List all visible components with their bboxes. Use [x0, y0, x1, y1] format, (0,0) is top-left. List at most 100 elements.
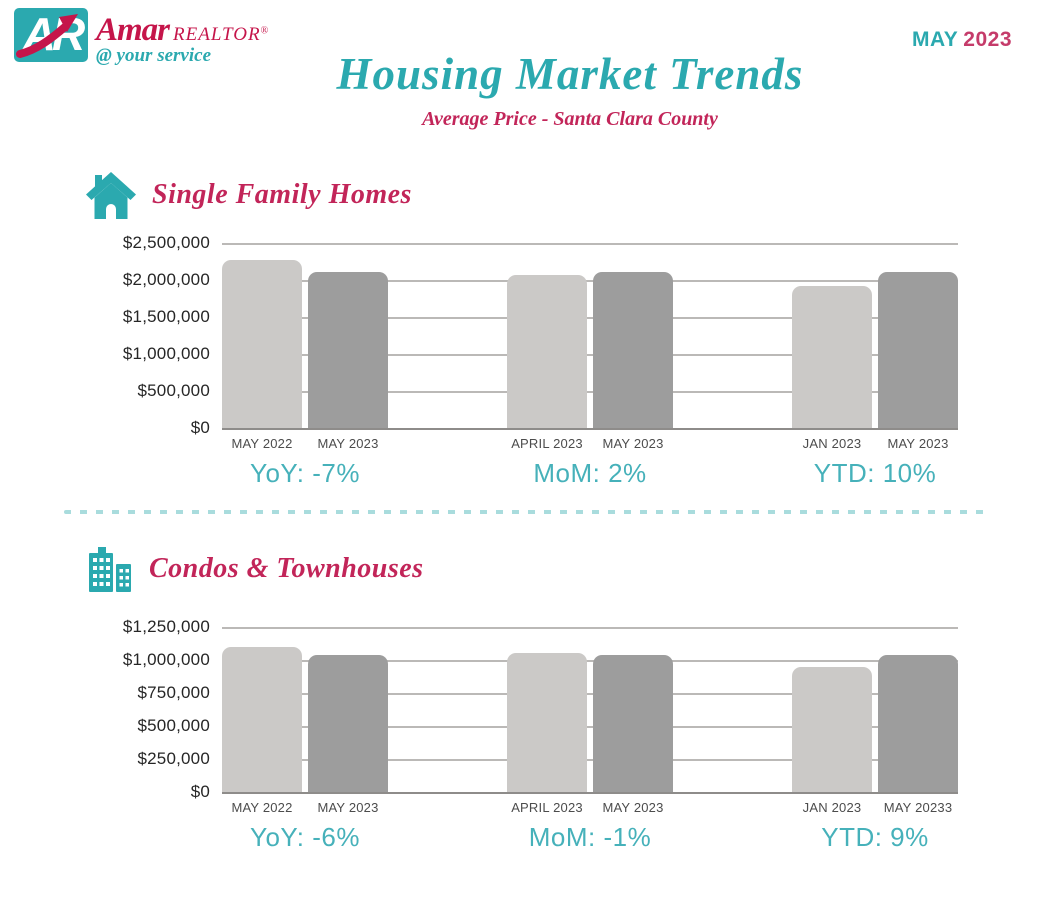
y-axis-tick-label: $1,500,000: [122, 307, 210, 326]
section-header-condos-townhouses: Condos & Townhouses: [86, 544, 424, 594]
y-axis-tick-label: $2,000,000: [122, 270, 210, 289]
bar-may-2022: [222, 647, 302, 792]
x-labels-row: JAN 2023 MAY 2023: [792, 436, 958, 451]
bar-may-20233: [878, 655, 958, 792]
brand-suffix: REALTOR: [173, 24, 261, 45]
buildings-icon: [86, 546, 133, 592]
y-axis-tick-label: $1,000,000: [122, 344, 210, 363]
bar-may-2022: [222, 260, 302, 428]
bar-may-2023: [308, 272, 388, 428]
plot-area: MAY 2022 MAY 2023 YoY: -7% APRIL 2023 MAY 20…: [222, 243, 958, 488]
y-axis-tick-label: $1,000,000: [122, 650, 210, 669]
x-axis-label: MAY 20233: [883, 800, 953, 815]
gridline: [222, 726, 958, 728]
y-axis-tick-label: $250,000: [137, 749, 210, 768]
bar-jan-2023: [792, 286, 872, 428]
bar-pair-group: MAY 2022 MAY 2023 YoY: -6%: [222, 627, 388, 853]
x-axis-label: APRIL 2023: [511, 436, 583, 451]
issue-date: MAY 2023: [912, 28, 1012, 52]
y-axis-tick-label: $0: [190, 418, 210, 437]
bars-row: [792, 243, 958, 428]
registered-mark: ®: [260, 25, 269, 37]
bar-groups: MAY 2022 MAY 2023 YoY: -7% APRIL 2023 MAY 20…: [222, 243, 958, 489]
x-labels-row: APRIL 2023 MAY 2023: [507, 800, 673, 815]
x-axis-baseline: [222, 792, 958, 794]
bar-may-2023: [593, 272, 673, 428]
y-axis-tick-label: $1,250,000: [122, 617, 210, 636]
amar-realtor-logo-icon: AR: [14, 8, 88, 62]
x-labels-row: MAY 2022 MAY 2023: [222, 800, 388, 815]
bar-pair-group: APRIL 2023 MAY 2023 MoM: -1%: [507, 627, 673, 853]
x-axis-label: MAY 2023: [317, 436, 379, 451]
x-axis-label: MAY 2023: [887, 436, 949, 451]
x-axis-label: MAY 2023: [317, 800, 379, 815]
brand-name: Amar: [96, 12, 170, 48]
change-label: MoM: 2%: [533, 458, 647, 488]
bars-row: [792, 627, 958, 792]
gridline: [222, 693, 958, 695]
bars-row: [507, 627, 673, 792]
x-axis-label: MAY 2022: [231, 800, 293, 815]
x-axis-label: APRIL 2023: [511, 800, 583, 815]
change-label: YoY: -6%: [249, 822, 360, 852]
x-axis-label: MAY 2023: [602, 800, 664, 815]
gridline: [222, 317, 958, 319]
section-header-single-family-homes: Single Family Homes: [86, 170, 412, 220]
page-title: Housing Market Trends: [336, 49, 804, 99]
change-label: MoM: -1%: [528, 822, 652, 852]
x-labels-row: MAY 2022 MAY 2023: [222, 436, 388, 451]
gridline: [222, 759, 958, 761]
y-axis-tick-label: $2,500,000: [122, 233, 210, 252]
y-axis-tick-label: $0: [190, 782, 210, 801]
y-axis-tick-label: $750,000: [137, 683, 210, 702]
bar-may-2023: [308, 655, 388, 792]
bar-groups: MAY 2022 MAY 2023 YoY: -6% APRIL 2023 MAY 20…: [222, 627, 958, 853]
bars-row: [222, 243, 388, 428]
bar-chart-condos-townhouses: $1,250,000 $1,000,000 $750,000 $500,000 $250…: [123, 617, 958, 852]
bars-row: [222, 627, 388, 792]
logo-text: Amar REALTOR® @ your service: [96, 8, 268, 67]
y-axis: $2,500,000 $2,000,000 $1,500,000 $1,000,000…: [70, 233, 210, 437]
x-axis-label: JAN 2023: [802, 436, 862, 451]
gridline: [222, 280, 958, 282]
change-label: YTD: 9%: [821, 822, 929, 852]
y-axis-tick-label: $500,000: [137, 381, 210, 400]
gridline: [222, 627, 958, 629]
x-axis-label: JAN 2023: [802, 800, 862, 815]
bar-chart-single-family-homes: $2,500,000 $2,000,000 $1,500,000 $1,000,000…: [123, 233, 958, 488]
brand-line: Amar REALTOR®: [96, 14, 268, 47]
bars-row: [507, 243, 673, 428]
page-subtitle: Average Price - Santa Clara County: [422, 108, 718, 130]
plot-area: MAY 2022 MAY 2023 YoY: -6% APRIL 2023 MAY 20…: [222, 627, 958, 852]
x-labels-row: JAN 2023 MAY 20233: [792, 800, 958, 815]
bar-may-2023: [878, 272, 958, 428]
issue-year: 2023: [963, 28, 1012, 51]
dashed-divider: [64, 510, 986, 514]
bar-pair-group: JAN 2023 MAY 20233 YTD: 9%: [792, 627, 958, 853]
section-title-condos-townhouses: Condos & Townhouses: [149, 553, 424, 584]
bar-pair-group: JAN 2023 MAY 2023 YTD: 10%: [792, 243, 958, 489]
amar-realtor-logo: AR Amar REALTOR® @ your service: [14, 8, 268, 67]
issue-month: MAY: [912, 28, 959, 51]
bar-jan-2023: [792, 667, 872, 792]
house-icon: [86, 171, 136, 219]
x-labels-row: APRIL 2023 MAY 2023: [507, 436, 673, 451]
x-axis-baseline: [222, 428, 958, 430]
x-axis-label: MAY 2022: [231, 436, 293, 451]
logo-tagline: @ your service: [96, 45, 212, 66]
section-title-single-family-homes: Single Family Homes: [152, 179, 412, 210]
bar-april-2023: [507, 653, 587, 792]
x-axis-label: MAY 2023: [602, 436, 664, 451]
gridline: [222, 391, 958, 393]
bar-may-2023: [593, 655, 673, 792]
gridline: [222, 243, 958, 245]
change-label: YTD: 10%: [813, 458, 937, 488]
change-label: YoY: -7%: [249, 458, 360, 488]
gridline: [222, 660, 958, 662]
gridline: [222, 354, 958, 356]
y-axis-tick-label: $500,000: [137, 716, 210, 735]
bar-pair-group: APRIL 2023 MAY 2023 MoM: 2%: [507, 243, 673, 489]
bar-pair-group: MAY 2022 MAY 2023 YoY: -7%: [222, 243, 388, 489]
bar-april-2023: [507, 275, 587, 428]
